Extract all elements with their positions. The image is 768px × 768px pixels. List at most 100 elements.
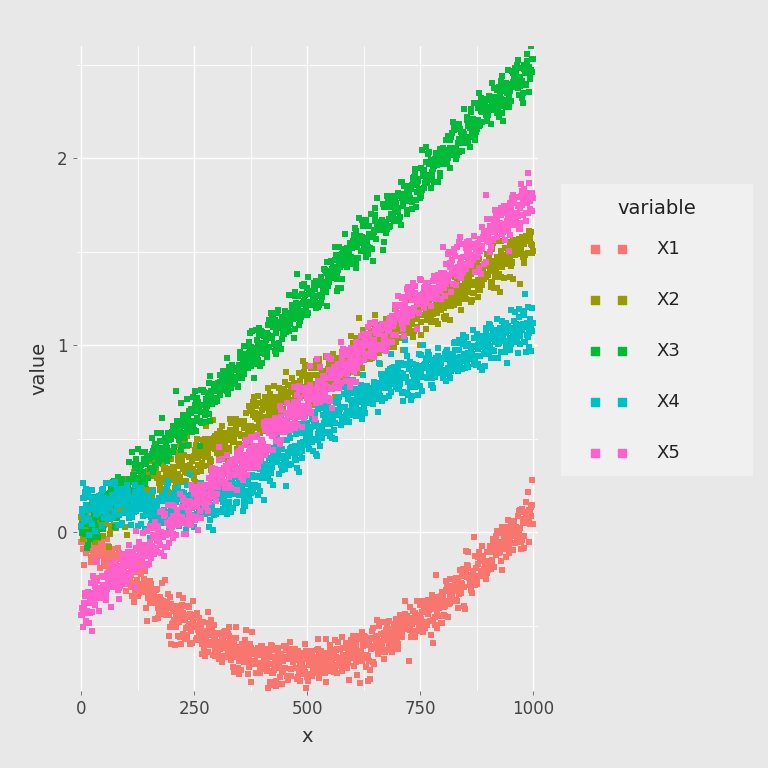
Point [259,349,271,361]
Point [403,617,415,629]
Point [496,227,508,240]
Point [324,369,336,381]
Point [193,489,205,502]
Point [225,416,237,429]
Point [212,492,224,504]
Point [507,75,519,88]
Point [91,550,103,562]
Point [307,659,319,671]
Point [243,347,255,359]
Point [244,327,257,339]
Point [505,521,518,533]
Point [233,654,245,667]
Point [75,515,88,528]
Point [326,403,339,415]
Point [376,617,389,629]
Point [494,546,506,558]
Point [169,617,181,630]
Point [423,349,435,361]
Point [330,407,343,419]
Point [380,644,392,656]
Point [471,97,483,109]
Point [518,305,531,317]
Point [496,223,508,235]
Point [239,432,251,444]
Point [231,466,243,478]
Point [184,608,197,621]
Point [422,297,435,310]
Point [362,241,374,253]
Point [464,253,476,266]
Point [317,365,329,377]
Point [511,207,524,219]
Point [195,622,207,634]
Point [202,505,214,518]
Point [331,405,343,417]
Point [110,508,122,521]
Point [486,554,498,566]
Point [375,341,387,353]
Point [259,654,271,667]
Point [282,410,294,422]
Point [205,389,217,401]
Point [273,337,285,349]
Point [306,386,319,398]
Point [463,235,475,247]
Point [235,415,247,428]
Point [214,643,226,655]
Point [432,601,445,614]
Point [464,349,476,362]
Point [492,102,505,114]
Point [305,378,317,390]
Point [189,497,201,509]
Point [238,465,250,477]
Point [82,597,94,609]
Point [430,603,442,615]
Point [163,519,175,531]
Point [371,382,383,394]
Point [463,118,475,130]
Point [435,617,448,630]
Point [506,525,518,537]
Point [333,391,346,403]
Point [160,608,172,621]
Point [83,617,95,629]
Point [167,487,179,499]
Point [162,588,174,600]
Point [313,657,326,669]
Point [392,382,405,394]
Point [250,658,262,670]
Point [279,305,291,317]
Point [83,587,95,599]
Point [257,465,269,477]
Point [410,614,422,626]
Point [326,368,338,380]
Point [299,638,311,650]
Point [88,594,101,607]
Point [249,657,261,669]
Point [332,282,344,294]
Point [182,621,194,633]
Point [422,594,435,606]
Point [445,590,458,602]
Point [413,348,425,360]
Point [450,352,462,364]
Point [518,238,530,250]
Point [413,307,425,319]
Point [305,297,317,310]
Point [359,343,371,356]
Point [374,339,386,351]
Point [292,645,304,657]
Point [93,505,105,518]
Point [522,167,535,179]
Point [263,464,275,476]
Point [163,433,175,445]
Point [308,667,320,679]
Point [396,195,409,207]
Point [438,282,450,294]
Point [142,592,154,604]
Point [245,340,257,353]
Point [75,519,88,531]
Point [193,627,205,639]
Point [216,631,228,644]
